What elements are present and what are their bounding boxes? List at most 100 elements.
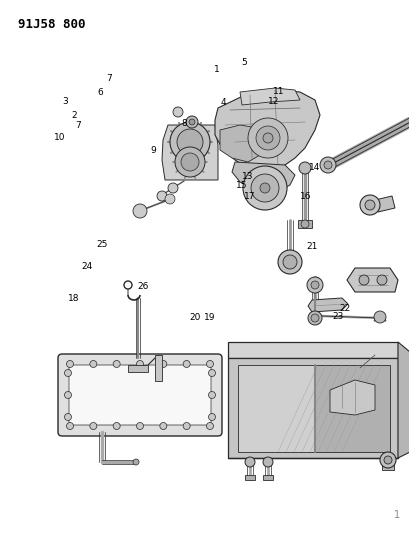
Circle shape xyxy=(306,277,322,293)
Circle shape xyxy=(262,457,272,467)
Circle shape xyxy=(136,423,143,430)
Circle shape xyxy=(183,360,190,367)
Text: 13: 13 xyxy=(242,173,253,181)
Text: 8: 8 xyxy=(181,119,187,128)
Polygon shape xyxy=(214,90,319,170)
Text: 16: 16 xyxy=(299,192,310,200)
Circle shape xyxy=(247,118,287,158)
Circle shape xyxy=(208,392,215,399)
Circle shape xyxy=(177,129,202,155)
Text: 15: 15 xyxy=(236,181,247,190)
Circle shape xyxy=(124,281,132,289)
Text: 5: 5 xyxy=(240,59,246,67)
Circle shape xyxy=(66,423,73,430)
Text: 22: 22 xyxy=(339,304,350,312)
Circle shape xyxy=(206,423,213,430)
Circle shape xyxy=(189,119,195,125)
Circle shape xyxy=(298,162,310,174)
Circle shape xyxy=(262,133,272,143)
Circle shape xyxy=(376,275,386,285)
Circle shape xyxy=(359,195,379,215)
Circle shape xyxy=(282,255,296,269)
Text: 11: 11 xyxy=(272,87,284,96)
Text: 6: 6 xyxy=(97,88,103,97)
Circle shape xyxy=(245,457,254,467)
Circle shape xyxy=(310,281,318,289)
Text: 9: 9 xyxy=(151,146,156,155)
Text: 91J58 800: 91J58 800 xyxy=(18,18,85,31)
Circle shape xyxy=(160,423,166,430)
Text: 20: 20 xyxy=(189,313,200,322)
Circle shape xyxy=(170,122,209,162)
Circle shape xyxy=(164,194,175,204)
Circle shape xyxy=(307,311,321,325)
Polygon shape xyxy=(397,342,409,458)
Circle shape xyxy=(243,166,286,210)
Polygon shape xyxy=(220,125,264,162)
Text: 7: 7 xyxy=(106,75,111,83)
Circle shape xyxy=(90,423,97,430)
Circle shape xyxy=(133,459,139,465)
Text: 26: 26 xyxy=(137,282,148,291)
Polygon shape xyxy=(227,342,397,358)
Circle shape xyxy=(373,311,385,323)
Circle shape xyxy=(173,107,182,117)
Circle shape xyxy=(168,183,178,193)
Polygon shape xyxy=(307,298,347,312)
Polygon shape xyxy=(227,358,397,458)
Circle shape xyxy=(323,161,331,169)
Circle shape xyxy=(206,360,213,367)
Polygon shape xyxy=(373,313,385,321)
Circle shape xyxy=(113,360,120,367)
Polygon shape xyxy=(297,220,311,228)
Circle shape xyxy=(259,183,270,193)
Circle shape xyxy=(364,200,374,210)
Polygon shape xyxy=(162,125,218,180)
Text: 3: 3 xyxy=(63,97,68,106)
Circle shape xyxy=(64,392,71,399)
Circle shape xyxy=(250,174,278,202)
Text: 23: 23 xyxy=(332,312,343,321)
Circle shape xyxy=(379,452,395,468)
Circle shape xyxy=(310,314,318,322)
Circle shape xyxy=(277,250,301,274)
Circle shape xyxy=(208,369,215,376)
Circle shape xyxy=(255,126,279,150)
Text: 4: 4 xyxy=(220,98,226,107)
Text: 2: 2 xyxy=(71,111,76,119)
Text: 1: 1 xyxy=(214,65,220,74)
Circle shape xyxy=(186,116,198,128)
Circle shape xyxy=(300,220,308,228)
Circle shape xyxy=(66,360,73,367)
Text: 12: 12 xyxy=(267,97,279,106)
Text: 24: 24 xyxy=(81,262,92,271)
Circle shape xyxy=(183,423,190,430)
Text: 10: 10 xyxy=(54,133,65,142)
Text: 14: 14 xyxy=(308,163,320,172)
Text: 25: 25 xyxy=(96,240,107,248)
Text: 17: 17 xyxy=(243,192,254,200)
Circle shape xyxy=(180,153,198,171)
Polygon shape xyxy=(329,380,374,415)
Polygon shape xyxy=(374,196,394,212)
FancyBboxPatch shape xyxy=(58,354,221,436)
Polygon shape xyxy=(314,365,389,452)
Circle shape xyxy=(90,360,97,367)
Circle shape xyxy=(208,414,215,421)
Polygon shape xyxy=(231,162,294,192)
Circle shape xyxy=(157,191,166,201)
Circle shape xyxy=(319,157,335,173)
Circle shape xyxy=(64,414,71,421)
Circle shape xyxy=(113,423,120,430)
Polygon shape xyxy=(381,460,393,470)
Circle shape xyxy=(383,456,391,464)
Circle shape xyxy=(133,204,147,218)
Polygon shape xyxy=(128,365,148,372)
Text: 18: 18 xyxy=(68,294,79,303)
Polygon shape xyxy=(262,475,272,480)
Polygon shape xyxy=(245,475,254,480)
Circle shape xyxy=(358,275,368,285)
Text: 7: 7 xyxy=(75,122,81,130)
Text: 19: 19 xyxy=(204,313,215,322)
Circle shape xyxy=(136,360,143,367)
